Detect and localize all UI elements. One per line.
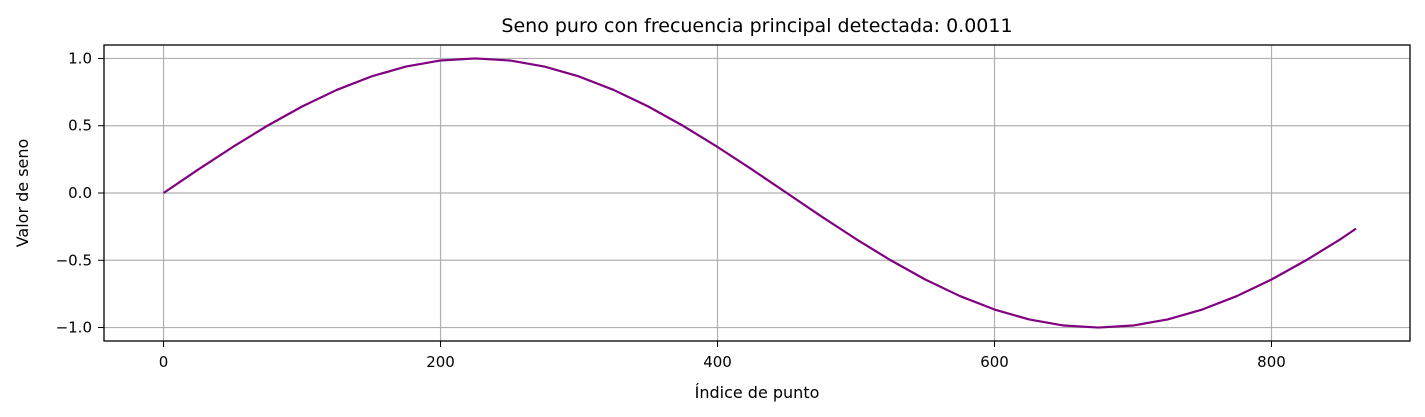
y-tick-label: 0.0	[68, 184, 92, 202]
x-axis-ticks: 0 200 400 600 800	[159, 341, 1286, 371]
x-tick-label: 600	[980, 353, 1009, 371]
series-layer	[162, 57, 1357, 329]
y-tick-label: −1.0	[56, 319, 92, 337]
chart-title: Seno puro con frecuencia principal detec…	[501, 15, 1012, 37]
sine-series-line	[162, 57, 1357, 329]
x-tick-label: 0	[159, 353, 169, 371]
grid-lines	[104, 45, 1410, 341]
y-tick-label: 1.0	[68, 49, 92, 67]
x-tick-label: 400	[703, 353, 732, 371]
y-tick-label: −0.5	[56, 251, 92, 269]
y-axis-label: Valor de seno	[13, 139, 32, 248]
x-tick-label: 200	[426, 353, 455, 371]
x-axis-label: Índice de punto	[695, 383, 820, 402]
x-tick-label: 800	[1257, 353, 1286, 371]
y-tick-label: 0.5	[68, 117, 92, 135]
y-axis-ticks: 1.0 0.5 0.0 −0.5 −1.0	[56, 49, 104, 337]
